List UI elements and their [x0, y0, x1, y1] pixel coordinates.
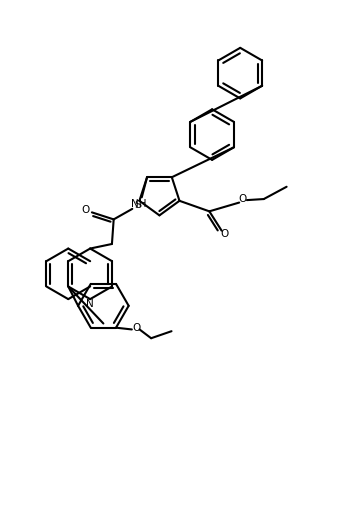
- Text: O: O: [239, 194, 247, 204]
- Text: O: O: [220, 229, 229, 239]
- Text: O: O: [132, 323, 140, 333]
- Text: O: O: [81, 205, 90, 214]
- Text: N: N: [86, 299, 94, 309]
- Text: NH: NH: [131, 199, 146, 209]
- Text: S: S: [134, 200, 141, 210]
